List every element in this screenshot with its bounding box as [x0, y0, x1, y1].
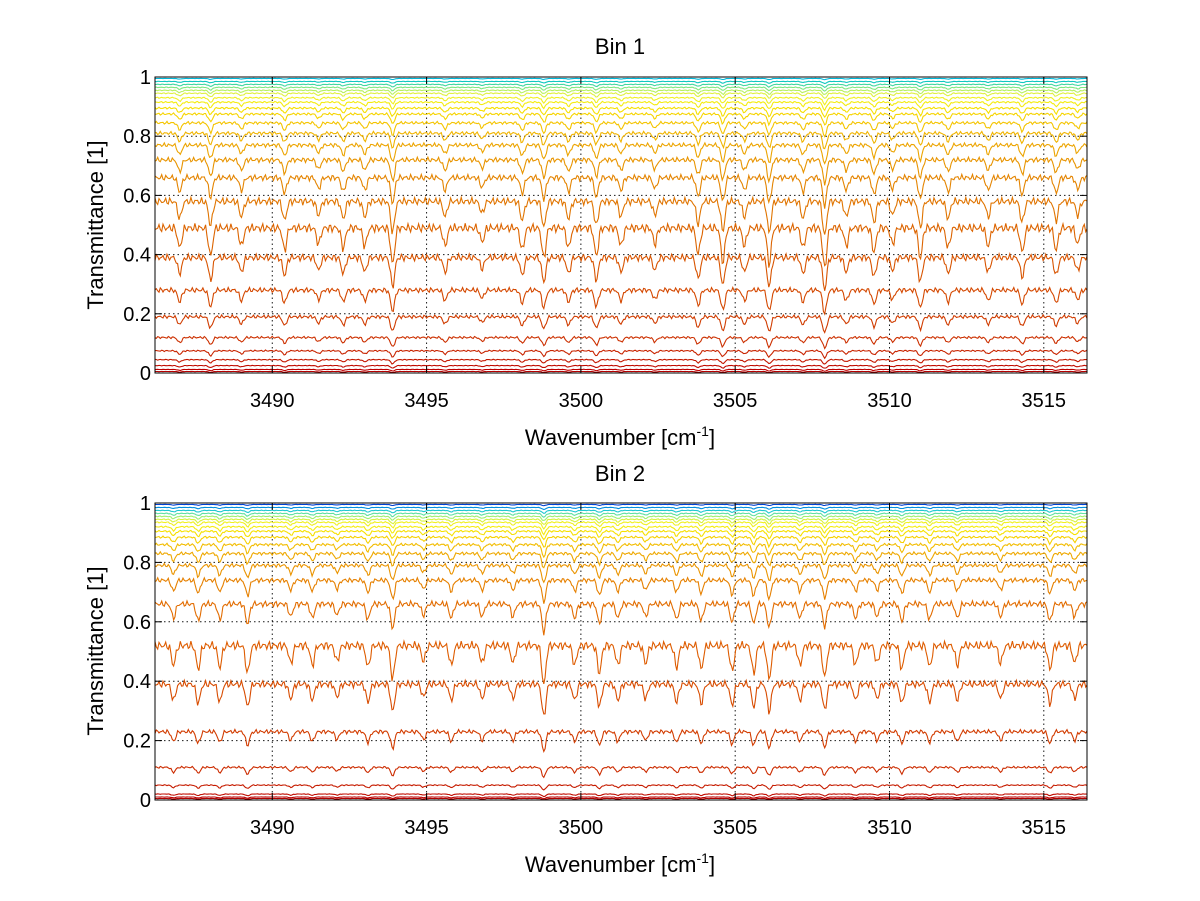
plot-title: Bin 1	[595, 34, 645, 59]
ticks: 3490 3495 3500 3505 3510 3515 0 0.2 0.4 0.6 0.8 1	[123, 67, 1087, 412]
series-line	[154, 313, 1088, 334]
y-tick-label: 0.6	[123, 612, 151, 634]
series-line	[154, 141, 1088, 165]
y-tick-label: 0.2	[123, 731, 151, 753]
y-tick-label: 0	[140, 363, 151, 385]
series-group	[154, 503, 1088, 801]
x-tick-label: 3495	[404, 390, 449, 412]
series-line	[154, 520, 1088, 530]
y-tick-label: 0.6	[123, 185, 151, 207]
x-tick-label: 3490	[250, 390, 295, 412]
y-tick-label: 1	[140, 67, 151, 89]
series-line	[154, 155, 1088, 186]
x-tick-label: 3510	[867, 390, 912, 412]
x-axis-label-end: ]	[709, 425, 715, 450]
series-line	[154, 221, 1088, 268]
subplot-bin-1: Bin 1 Transmittance [1] Wavenumber [cm-1…	[83, 34, 1088, 450]
series-line	[154, 598, 1088, 636]
series-line	[154, 529, 1088, 541]
series-line	[154, 92, 1088, 99]
x-axis-label: Wavenumber [cm-1]	[525, 850, 715, 877]
x-tick-label: 3505	[713, 817, 758, 839]
series-line	[154, 518, 1088, 525]
series-line	[154, 368, 1088, 372]
series-line	[154, 639, 1088, 685]
series-line	[154, 96, 1088, 106]
x-axis-label-main: Wavenumber [cm	[525, 852, 697, 877]
series-line	[154, 77, 1088, 81]
series-line	[155, 796, 1088, 800]
y-axis-label: Transmittance [1]	[83, 566, 108, 735]
series-line	[154, 525, 1088, 536]
series-line	[154, 509, 1088, 515]
x-axis-label-end: ]	[709, 852, 715, 877]
y-axis-label: Transmittance [1]	[83, 140, 108, 309]
x-tick-label: 3495	[404, 817, 449, 839]
subplot-bin-2: Bin 2 Transmittance [1] Wavenumber [cm-1…	[83, 461, 1088, 877]
series-line	[154, 358, 1088, 365]
y-tick-label: 0.4	[123, 245, 151, 267]
series-line	[154, 797, 1087, 801]
series-line	[154, 542, 1088, 559]
x-axis-label-sup: -1	[697, 850, 710, 866]
series-line	[154, 83, 1088, 89]
series-line	[154, 562, 1088, 584]
series-line	[155, 364, 1088, 369]
x-axis-label-main: Wavenumber [cm	[525, 425, 697, 450]
x-axis-label: Wavenumber [cm-1]	[525, 423, 715, 450]
series-line	[154, 335, 1088, 350]
plot-title: Bin 2	[595, 461, 645, 486]
series-line	[154, 349, 1088, 360]
y-tick-label: 0.2	[123, 304, 151, 326]
series-line	[154, 550, 1088, 569]
series-line	[154, 120, 1088, 138]
series-line	[154, 285, 1088, 316]
x-tick-label: 3515	[1022, 390, 1067, 412]
series-line	[154, 783, 1088, 791]
x-tick-label: 3500	[559, 390, 604, 412]
series-line	[154, 793, 1087, 798]
y-tick-label: 0	[140, 790, 151, 812]
series-line	[154, 503, 1088, 507]
x-tick-label: 3510	[867, 817, 912, 839]
series-line	[154, 100, 1088, 112]
series-line	[154, 86, 1088, 92]
series-line	[154, 765, 1088, 779]
series-line	[154, 130, 1088, 150]
series-line	[154, 515, 1088, 521]
y-tick-label: 0.4	[123, 671, 151, 693]
y-tick-label: 0.8	[123, 552, 151, 574]
y-tick-label: 1	[140, 493, 151, 515]
x-tick-label: 3505	[713, 390, 758, 412]
x-axis-label-sup: -1	[697, 423, 710, 439]
series-line	[154, 195, 1088, 235]
series-line	[154, 172, 1088, 209]
series-line	[154, 80, 1088, 85]
series-line	[154, 728, 1088, 754]
plot-frame	[154, 502, 1088, 801]
series-line	[154, 111, 1088, 127]
x-tick-label: 3490	[250, 817, 295, 839]
y-tick-label: 0.8	[123, 126, 151, 148]
series-line	[154, 251, 1088, 291]
series-line	[154, 506, 1088, 511]
x-tick-label: 3500	[559, 817, 604, 839]
series-line	[154, 106, 1088, 119]
series-group	[154, 77, 1088, 374]
series-line	[154, 678, 1088, 715]
series-line	[155, 370, 1088, 374]
x-tick-label: 3515	[1022, 817, 1067, 839]
plot-frame	[154, 76, 1088, 374]
ticks: 3490 3495 3500 3505 3510 3515 0 0.2 0.4 0.6 0.8 1	[123, 493, 1087, 839]
series-line	[154, 89, 1088, 96]
series-line	[154, 535, 1088, 549]
grid	[155, 76, 1087, 374]
series-line	[154, 576, 1088, 604]
series-line	[154, 512, 1088, 518]
